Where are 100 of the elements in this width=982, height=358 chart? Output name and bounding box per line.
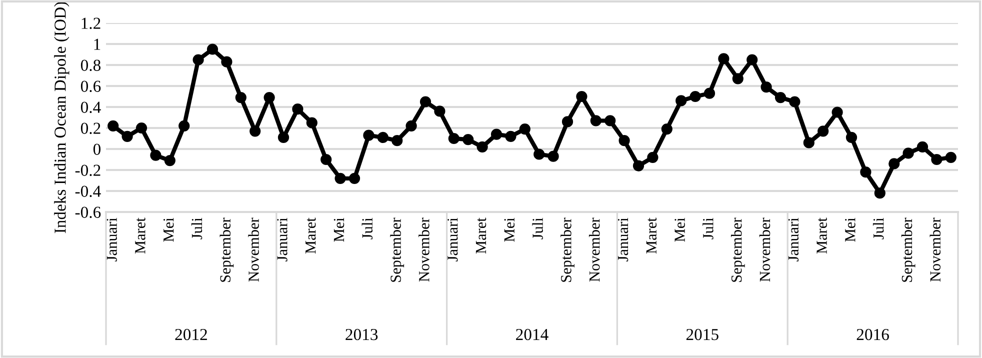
x-tick-label: Maret bbox=[476, 218, 486, 254]
point bbox=[392, 135, 403, 146]
x-tick-label: Januari bbox=[788, 218, 799, 262]
x-tick-label: September bbox=[560, 218, 574, 282]
point bbox=[945, 152, 956, 163]
point bbox=[676, 95, 687, 106]
x-tick-label: Januari bbox=[447, 218, 458, 262]
point bbox=[164, 154, 176, 166]
point bbox=[846, 132, 858, 144]
x-tick-label: September bbox=[901, 218, 916, 282]
x-tick-label: November bbox=[759, 218, 770, 282]
point bbox=[178, 120, 190, 132]
point bbox=[292, 104, 304, 115]
point bbox=[235, 92, 246, 104]
point bbox=[774, 92, 786, 104]
point bbox=[448, 132, 460, 144]
point bbox=[406, 120, 417, 132]
x-tick-label: November bbox=[248, 218, 259, 282]
point bbox=[476, 141, 488, 152]
x-tick-label: Mei bbox=[163, 218, 174, 242]
point bbox=[916, 141, 928, 152]
point bbox=[348, 172, 360, 184]
y-tick-label: 1 bbox=[94, 38, 100, 50]
point bbox=[150, 150, 162, 161]
point bbox=[278, 132, 290, 144]
y-tick-label: 0 bbox=[93, 144, 101, 155]
point bbox=[250, 126, 261, 137]
point bbox=[505, 130, 516, 142]
point bbox=[221, 56, 232, 68]
y-tick-label: -0.4 bbox=[75, 186, 101, 198]
x-tick-label: Maret bbox=[646, 218, 657, 254]
y-tick-label: 0.8 bbox=[80, 60, 101, 72]
x-tick-label: September bbox=[220, 218, 234, 282]
point bbox=[136, 122, 148, 134]
point bbox=[264, 92, 275, 104]
point bbox=[647, 152, 658, 163]
x-tick-label: Mei bbox=[334, 218, 344, 242]
y-tick-label: 1.2 bbox=[82, 18, 100, 30]
point bbox=[860, 166, 872, 178]
x-tick-label: Juli bbox=[702, 218, 714, 240]
point bbox=[534, 148, 545, 160]
point bbox=[519, 123, 530, 135]
point bbox=[803, 137, 814, 148]
x-tick-label: Januari bbox=[277, 218, 288, 262]
point bbox=[789, 96, 800, 108]
point bbox=[122, 130, 133, 142]
x-tick-label: Maret bbox=[306, 218, 316, 254]
point bbox=[704, 88, 716, 99]
x-tick-label: Juli bbox=[191, 218, 202, 240]
point bbox=[632, 160, 644, 172]
point bbox=[377, 132, 388, 144]
x-tick-label: November bbox=[588, 218, 600, 282]
y-tick-label: 0.4 bbox=[80, 102, 101, 114]
point bbox=[760, 81, 772, 93]
text: 2016 bbox=[856, 328, 889, 340]
point bbox=[902, 148, 914, 159]
point bbox=[108, 120, 119, 132]
x-tick-label: Mei bbox=[674, 218, 685, 242]
point bbox=[576, 90, 588, 102]
point bbox=[618, 135, 630, 146]
point bbox=[363, 130, 374, 141]
point bbox=[320, 154, 332, 166]
x-tick-label: Januari bbox=[106, 218, 117, 262]
point bbox=[548, 150, 559, 162]
point bbox=[590, 115, 602, 126]
text: 2015 bbox=[686, 328, 718, 340]
y-tick-label: -0.6 bbox=[75, 206, 101, 218]
point bbox=[732, 73, 744, 84]
point bbox=[562, 116, 574, 128]
x-tick-label: November bbox=[418, 218, 430, 282]
text: 2012 bbox=[175, 328, 207, 340]
point bbox=[334, 172, 346, 184]
point bbox=[206, 44, 218, 55]
point bbox=[746, 54, 758, 66]
point bbox=[931, 154, 942, 166]
point bbox=[832, 106, 843, 118]
x-tick-label: Maret bbox=[135, 218, 146, 254]
point bbox=[718, 53, 730, 64]
y-tick-label: 0.6 bbox=[80, 80, 101, 92]
point bbox=[306, 117, 318, 128]
x-tick-label: Juli bbox=[872, 218, 884, 240]
x-tick-label: Januari bbox=[618, 218, 628, 262]
point bbox=[490, 128, 502, 140]
x-tick-label: Juli bbox=[532, 218, 543, 240]
x-tick-label: September bbox=[730, 218, 745, 282]
x-tick-label: Mei bbox=[504, 218, 515, 242]
point bbox=[874, 188, 886, 199]
y-tick-label: -0.2 bbox=[75, 164, 100, 176]
x-tick-label: Maret bbox=[816, 218, 827, 254]
point bbox=[661, 123, 672, 135]
point bbox=[420, 96, 432, 108]
text: 2014 bbox=[516, 328, 548, 340]
x-tick-label: Mei bbox=[845, 218, 856, 242]
point bbox=[604, 115, 616, 126]
y-axis-title: Indeks Indian Ocean Dipole (IOD) bbox=[54, 2, 70, 234]
x-tick-label: November bbox=[930, 218, 941, 282]
x-tick-label: Juli bbox=[362, 218, 373, 240]
y-tick-label: 0.2 bbox=[80, 122, 100, 134]
point bbox=[434, 106, 446, 117]
point bbox=[888, 158, 900, 170]
